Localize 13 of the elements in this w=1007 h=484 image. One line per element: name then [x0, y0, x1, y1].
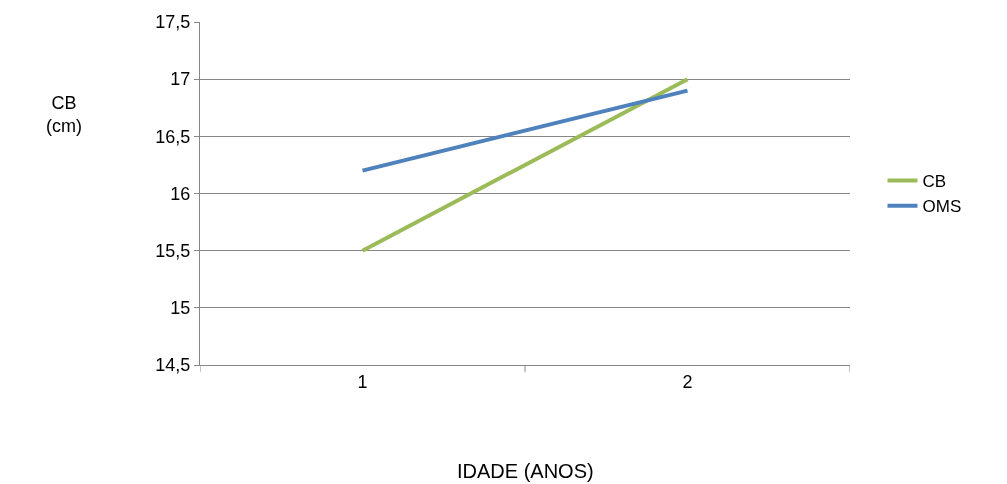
y-tick-label: 17,5 [155, 12, 191, 33]
y-axis-title: CB (cm) [46, 93, 82, 137]
x-tick-label: 2 [682, 371, 693, 392]
y-tick-label: 14,5 [155, 355, 191, 376]
y-tick-label: 15 [170, 298, 191, 319]
legend-label: CB [922, 172, 947, 192]
x-tick-label: 1 [357, 371, 368, 392]
y-tick-label: 16 [170, 183, 191, 204]
y-tick-label: 17 [170, 69, 191, 90]
legend-label: OMS [922, 197, 962, 217]
y-tick-label: 15,5 [155, 240, 191, 261]
y-tick-label: 16,5 [155, 126, 191, 147]
x-axis-title: IDADE (ANOS) [457, 460, 594, 482]
